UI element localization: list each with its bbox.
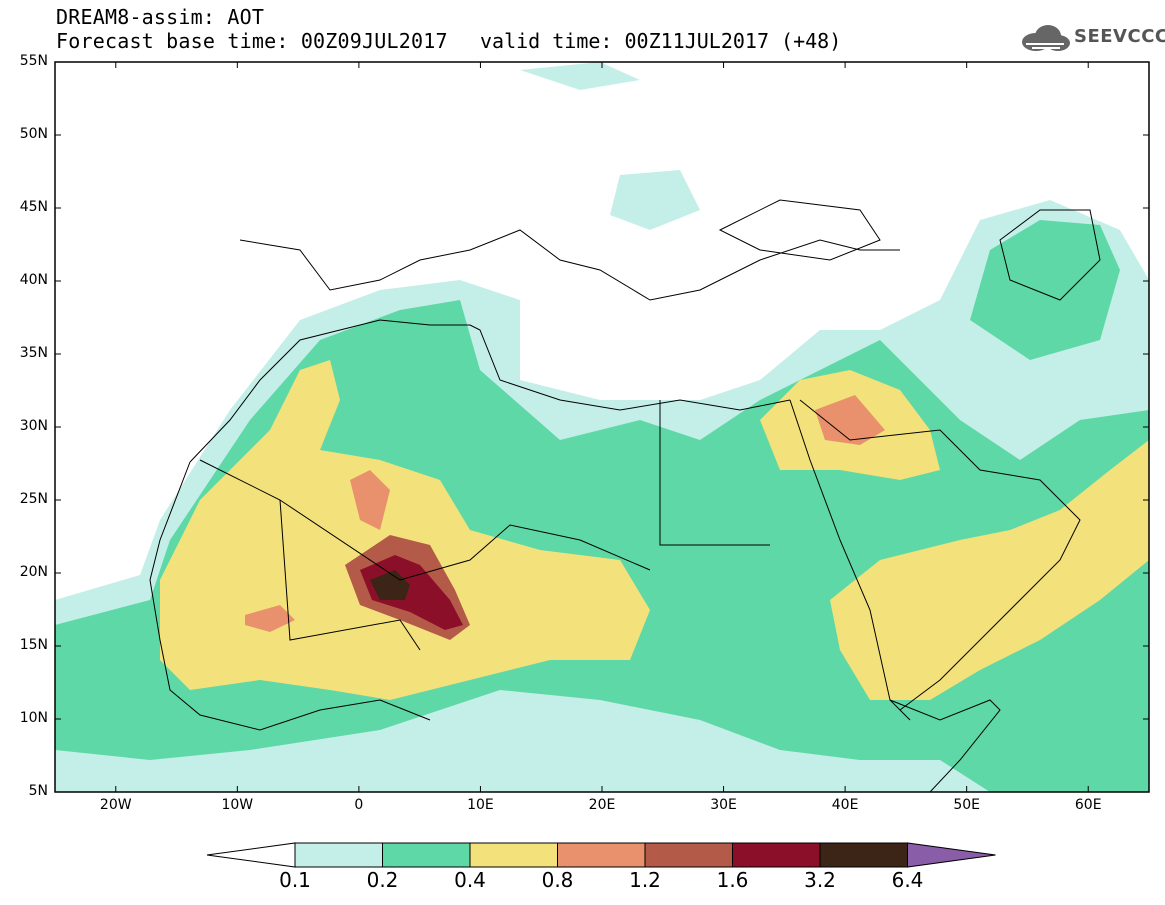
colorbar-box [294,842,383,868]
lat-label: 10N [19,710,48,726]
aot-patch-iraq [815,395,885,445]
axis-ticks [55,61,1149,793]
map-title: DREAM8-assim: AOT [56,5,265,29]
colorbar-box [469,842,558,868]
coast-europe [239,229,900,301]
colorbar-level-label: 0.4 [454,868,486,892]
lon-label: 20E [588,797,616,813]
aot-patch-balkans [610,170,700,230]
lat-label: 50N [19,126,48,142]
aot-patch-caspian [970,220,1120,360]
lat-label: 40N [19,272,48,288]
lat-label: 35N [19,345,48,361]
coast-horn [889,699,1001,792]
aot-patch-med-north [520,62,640,90]
forecast-base-time: Forecast base time: 00Z09JUL2017 [56,29,448,53]
colorbar-box [732,842,821,868]
aot-field [55,62,1149,792]
coast-caspian [999,209,1101,301]
lon-label: 40E [831,797,859,813]
lon-label: 30E [710,797,737,813]
cloud-icon [1022,25,1070,51]
lon-label: 10E [467,797,494,813]
colorbar-level-label: 1.2 [629,868,661,892]
lon-label: 20W [99,797,132,813]
lon-label: 10W [221,797,254,813]
colorbar-box [382,842,471,868]
lat-label: 55N [19,53,48,69]
aot-patch-mali [245,605,295,632]
colorbar-level-label: 3.2 [804,868,836,892]
lat-label: 5N [28,783,48,799]
coast-black-sea [718,199,881,261]
lon-label: 60E [1074,797,1102,813]
colorbar-box [557,842,646,868]
border-egypt [659,400,770,546]
lat-label: 30N [19,418,48,434]
lat-label: 45N [19,199,48,215]
colorbar-level-label: 1.6 [716,868,749,892]
coast-red-sea [789,399,911,721]
logo-text: SEEVCCC [1074,26,1165,47]
lat-label: 25N [19,491,48,507]
colorbar [206,842,996,868]
colorbar-under-triangle [206,842,296,868]
aot-band-3-2 [370,570,410,600]
lon-label: 50E [953,797,980,813]
coastlines [149,199,1101,792]
colorbar-box [644,842,733,868]
colorbar-level-label: 0.2 [366,868,399,892]
valid-time: valid time: 00Z11JUL2017 (+48) [480,29,842,53]
lat-label: 20N [19,564,48,580]
colorbar-level-label: 6.4 [891,868,924,892]
lat-label: 15N [19,637,48,653]
coast-arabia [799,399,1081,711]
colorbar-level-label: 0.1 [279,868,311,892]
aot-patch-algeria [350,470,390,530]
coast-atlantic [149,461,431,731]
border-sahara-2 [279,499,421,651]
colorbar-over-triangle [907,842,996,868]
colorbar-level-label: 0.8 [541,868,574,892]
colorbar-box [819,842,908,868]
aot-patch-yemen [830,440,1149,700]
lon-label: 0 [354,797,364,813]
seevccc-logo: SEEVCCC [1018,22,1165,56]
